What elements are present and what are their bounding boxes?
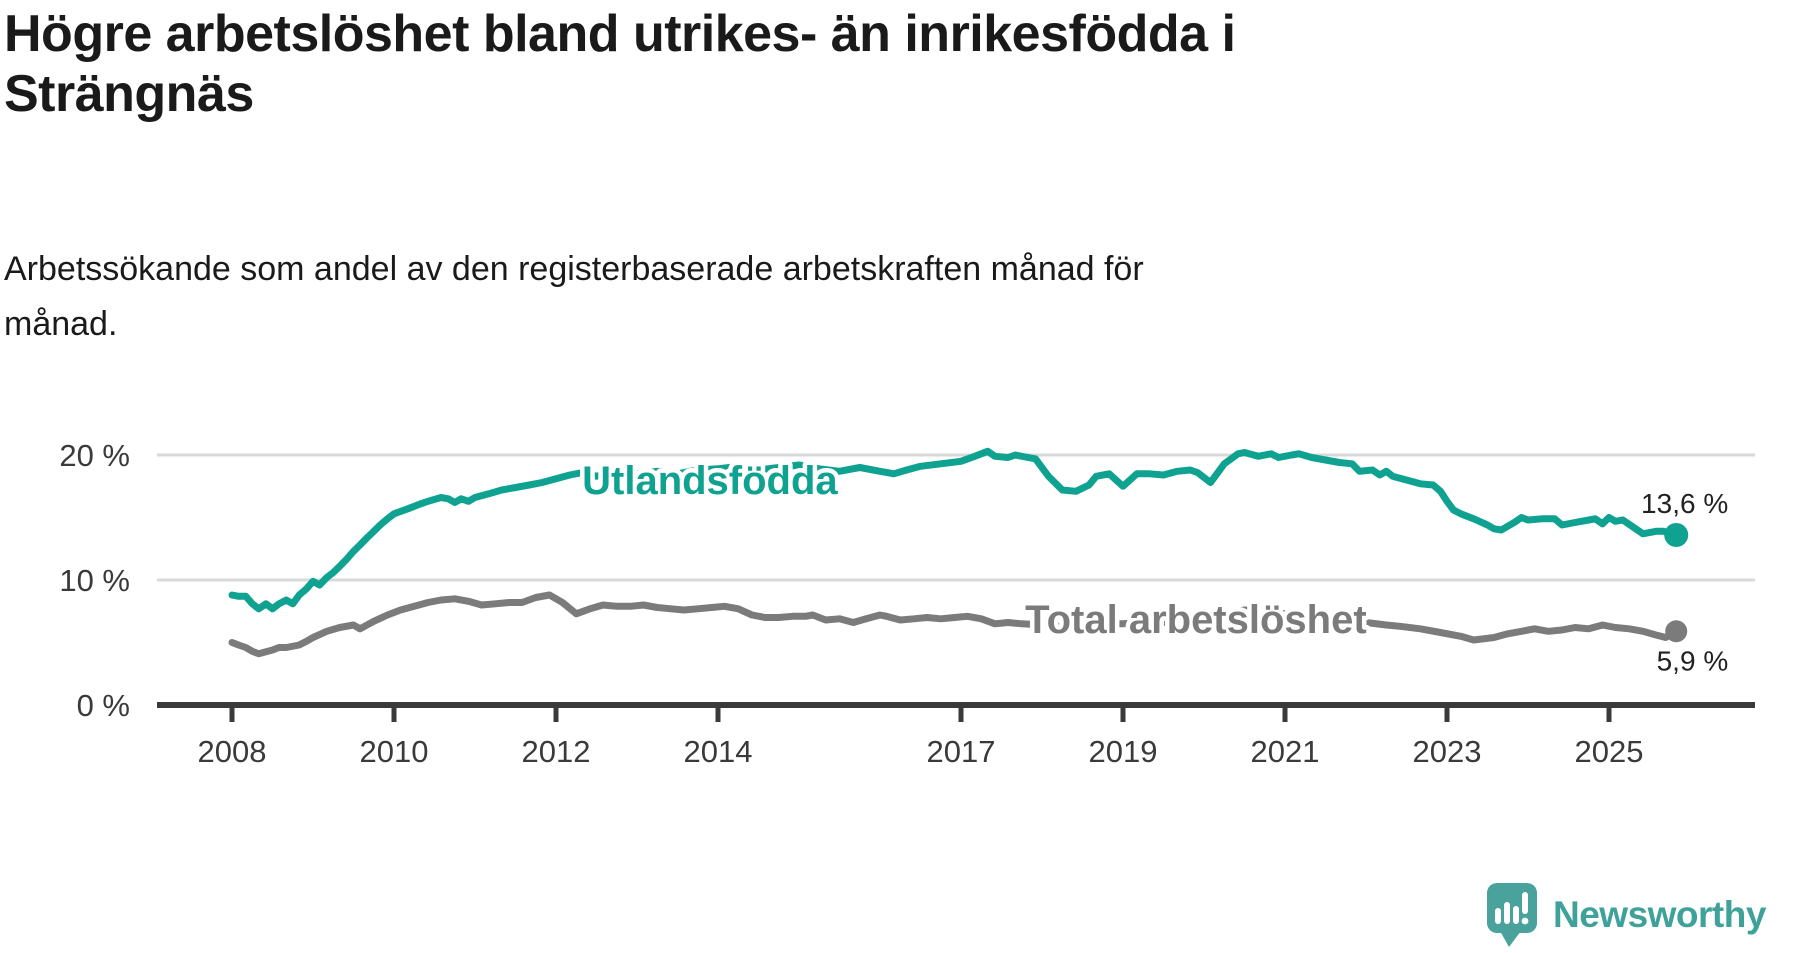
end-value-label-utlandsfodda: 13,6 % xyxy=(1641,488,1728,519)
x-tick-label-2021: 2021 xyxy=(1251,734,1320,769)
series-label-total: Total arbetslöshet xyxy=(1025,598,1367,642)
newsworthy-speech-bubble-chart-icon xyxy=(1486,882,1540,948)
title-line-2: Strängnäs xyxy=(4,65,254,123)
y-tick-label-0: 0 % xyxy=(77,688,130,723)
x-tick-label-2023: 2023 xyxy=(1413,734,1482,769)
x-tick-label-2025: 2025 xyxy=(1575,734,1644,769)
x-tick-label-2019: 2019 xyxy=(1089,734,1158,769)
end-value-label-total: 5,9 % xyxy=(1657,645,1729,676)
series-end-dot-total xyxy=(1665,620,1688,643)
chart-subtitle: Arbetssökande som andel av den registerb… xyxy=(4,242,1544,352)
y-tick-label-20: 20 % xyxy=(59,438,130,473)
x-tick-label-2014: 2014 xyxy=(684,734,753,769)
newsworthy-logo: Newsworthy xyxy=(1486,882,1766,948)
y-tick-label-10: 10 % xyxy=(59,563,130,598)
series-label-utlandsfodda: Utlandsfödda xyxy=(582,459,838,503)
newsworthy-wordmark: Newsworthy xyxy=(1553,894,1766,935)
x-tick-label-2017: 2017 xyxy=(927,734,996,769)
x-tick-label-2010: 2010 xyxy=(360,734,429,769)
title-line-1: Högre arbetslöshet bland utrikes- än inr… xyxy=(4,5,1236,63)
series-line-total xyxy=(228,591,1680,658)
x-tick-label-2012: 2012 xyxy=(522,734,591,769)
page-title: Högre arbetslöshet bland utrikes- än inr… xyxy=(4,4,1564,124)
series-end-dot-utlandsfodda xyxy=(1664,523,1689,547)
subtitle-line-2: månad. xyxy=(4,305,118,343)
x-tick-label-2008: 2008 xyxy=(198,734,267,769)
subtitle-line-1: Arbetssökande som andel av den registerb… xyxy=(4,250,1144,288)
series-line-utlandsfodda xyxy=(228,447,1680,613)
